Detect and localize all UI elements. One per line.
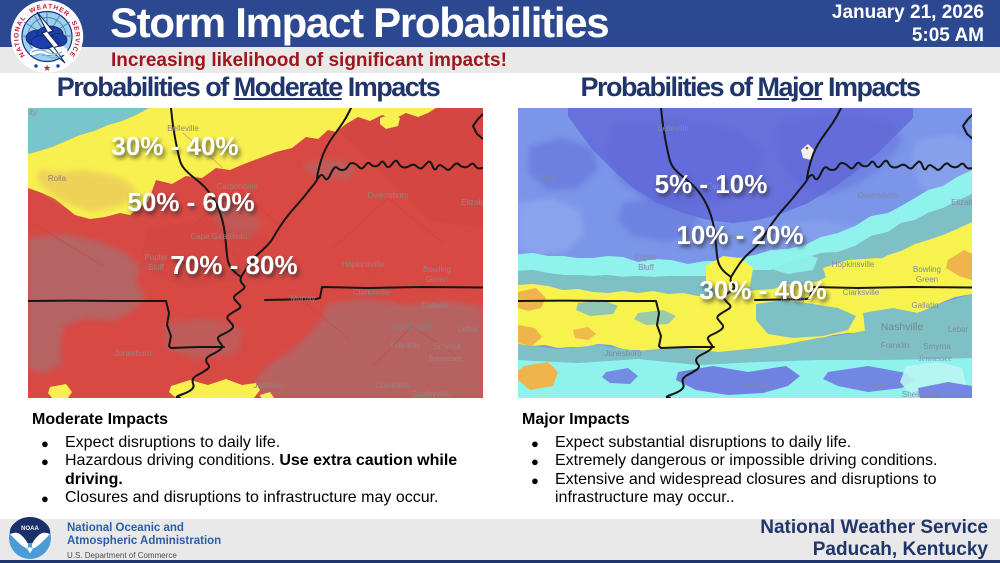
svg-text:Gallatin: Gallatin	[911, 301, 938, 310]
svg-text:Rolla: Rolla	[538, 174, 557, 183]
svg-text:Hopkinsville: Hopkinsville	[832, 260, 875, 269]
svg-text:Clarksville: Clarksville	[353, 288, 390, 297]
svg-text:Smyrna: Smyrna	[433, 342, 461, 351]
svg-text:Smyrna: Smyrna	[923, 342, 951, 351]
svg-text:Elizab: Elizab	[951, 198, 972, 207]
svg-text:Columbia: Columbia	[865, 381, 899, 390]
svg-text:Murray: Murray	[781, 294, 806, 303]
svg-text:Carbondale: Carbondale	[706, 182, 748, 191]
svg-text:Franklin: Franklin	[391, 341, 419, 350]
svg-text:NOAA: NOAA	[21, 526, 39, 532]
svg-text:70% - 80%: 70% - 80%	[170, 250, 297, 280]
svg-text:Shelbyville: Shelbyville	[902, 390, 941, 398]
svg-text:Green: Green	[426, 275, 448, 284]
svg-text:Cape Girardeau: Cape Girardeau	[191, 232, 248, 241]
svg-text:Murray: Murray	[291, 294, 316, 303]
svg-text:Poplar: Poplar	[144, 253, 167, 262]
svg-text:Owensboro: Owensboro	[858, 191, 899, 200]
svg-text:Belleville: Belleville	[657, 124, 689, 133]
svg-text:Franklin: Franklin	[881, 341, 909, 350]
svg-text:Elizab: Elizab	[461, 198, 483, 207]
svg-text:Tennessee: Tennessee	[918, 353, 952, 363]
svg-text:ity: ity	[29, 108, 37, 117]
svg-text:Tennessee: Tennessee	[428, 353, 462, 363]
svg-text:Lebar: Lebar	[458, 325, 479, 334]
svg-text:Carbondale: Carbondale	[216, 182, 258, 191]
svg-text:Clarksville: Clarksville	[843, 288, 880, 297]
svg-text:Hopkinsville: Hopkinsville	[342, 260, 385, 269]
svg-text:Bowling: Bowling	[913, 265, 941, 274]
svg-text:30% - 40%: 30% - 40%	[111, 131, 238, 161]
svg-text:10% - 20%: 10% - 20%	[676, 220, 803, 250]
svg-text:Lebar: Lebar	[948, 325, 969, 334]
svg-text:50% - 60%: 50% - 60%	[127, 187, 254, 217]
svg-text:Rolla: Rolla	[48, 174, 67, 183]
svg-text:Jackson: Jackson	[253, 381, 282, 390]
svg-text:Nashville: Nashville	[391, 321, 434, 333]
svg-text:Bowling: Bowling	[423, 265, 451, 274]
svg-text:Bluff: Bluff	[638, 263, 655, 272]
svg-text:Owensboro: Owensboro	[368, 191, 409, 200]
svg-text:Shelbyville: Shelbyville	[412, 390, 451, 398]
svg-text:Poplar: Poplar	[634, 253, 657, 262]
svg-text:★: ★	[43, 63, 51, 73]
svg-text:Belleville: Belleville	[167, 124, 199, 133]
svg-text:Bluff: Bluff	[148, 263, 165, 272]
svg-text:Cape Girardeau: Cape Girardeau	[681, 232, 738, 241]
svg-text:Jonesboro: Jonesboro	[114, 349, 152, 358]
svg-text:5% - 10%: 5% - 10%	[655, 169, 768, 199]
svg-text:Gallatin: Gallatin	[421, 301, 448, 310]
svg-text:30% - 40%: 30% - 40%	[699, 275, 826, 305]
svg-text:Columbia: Columbia	[375, 381, 409, 390]
svg-text:Nashville: Nashville	[881, 321, 924, 333]
svg-text:Jackson: Jackson	[743, 381, 772, 390]
svg-text:Jonesboro: Jonesboro	[604, 349, 642, 358]
svg-text:Green: Green	[916, 275, 938, 284]
